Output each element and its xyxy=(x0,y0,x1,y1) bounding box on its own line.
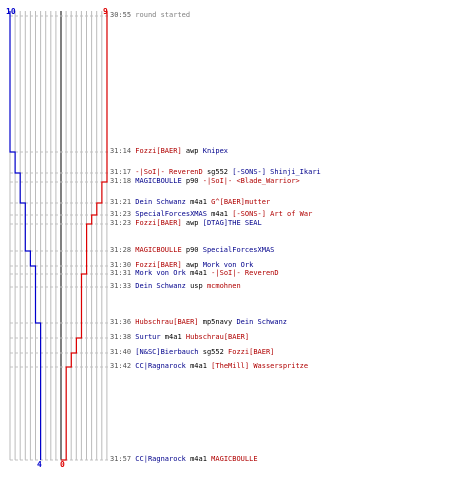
event-row: 31:23 SpecialForcesXMAS m4a1 [-SONS-] Ar… xyxy=(110,210,312,219)
red-end-count: 0 xyxy=(60,460,65,469)
event-weapon: p90 xyxy=(181,177,203,185)
event-player: SpecialForcesXMAS xyxy=(202,246,275,254)
event-time: 31:30 xyxy=(110,261,136,269)
event-row: 31:14 Fozzi[BAER] awp Knipex xyxy=(110,147,228,156)
event-time: 31:42 xyxy=(110,362,136,370)
event-time: 31:36 xyxy=(110,318,136,326)
event-player: mcmohnen xyxy=(206,282,241,290)
event-player: [-SONS-] Art of War xyxy=(232,210,313,218)
event-time: 31:23 xyxy=(110,219,136,227)
event-row: 31:40 [N&SC]Bierbauch sg552 Fozzi[BAER] xyxy=(110,348,274,357)
event-time: 31:38 xyxy=(110,333,136,341)
event-row: 31:36 Hubschrau[BAER] mp5navy Dein Schwa… xyxy=(110,318,287,327)
event-player: CC|Ragnarock xyxy=(135,455,186,463)
event-weapon: awp xyxy=(181,147,203,155)
event-time: 31:18 xyxy=(110,177,136,185)
event-time: 31:57 xyxy=(110,455,136,463)
event-player: Fozzi[BAER] xyxy=(135,261,182,269)
red-start-count: 9 xyxy=(103,7,108,16)
event-row: 30:55 round started xyxy=(110,11,190,20)
event-row: 31:57 CC|Ragnarock m4a1 MAGICBOULLE xyxy=(110,455,258,464)
red-team-line xyxy=(61,11,108,461)
event-time: 31:33 xyxy=(110,282,136,290)
event-player: G^[BAER]mutter xyxy=(211,198,271,206)
event-weapon: m4a1 xyxy=(206,210,233,218)
event-player: Hubschrau[BAER] xyxy=(135,318,199,326)
event-time: 31:28 xyxy=(110,246,136,254)
event-player: Dein Schwanz xyxy=(135,282,186,290)
event-row: 31:18 MAGICBOULLE p90 -|SoI|- <Blade_War… xyxy=(110,177,300,186)
event-player: [TheMill] Wasserspritze xyxy=(211,362,309,370)
event-row: 31:33 Dein Schwanz usp mcmohnen xyxy=(110,282,241,291)
event-weapon: m4a1 xyxy=(185,455,212,463)
event-weapon: usp xyxy=(185,282,207,290)
event-player: Fozzi[BAER] xyxy=(228,348,275,356)
event-time: 30:55 xyxy=(110,11,136,19)
event-player: -|SoI|- ReverenD xyxy=(211,269,279,277)
event-player: MAGICBOULLE xyxy=(135,177,182,185)
event-weapon: awp xyxy=(181,261,203,269)
event-player: -|SoI|- <Blade_Warrior> xyxy=(202,177,300,185)
event-row: 31:23 Fozzi[BAER] awp [DTAG]THE SEAL xyxy=(110,219,262,228)
event-text: round started xyxy=(135,11,191,19)
event-player: Fozzi[BAER] xyxy=(135,219,182,227)
event-row: 31:17 -|SoI|- ReverenD sg552 [-SONS-] Sh… xyxy=(110,168,321,177)
event-time: 31:31 xyxy=(110,269,136,277)
event-row: 31:38 Surtur m4a1 Hubschrau[BAER] xyxy=(110,333,249,342)
event-weapon: sg552 xyxy=(198,348,229,356)
event-player: Fozzi[BAER] xyxy=(135,147,182,155)
event-time: 31:14 xyxy=(110,147,136,155)
blue-start-count: 10 xyxy=(6,7,16,16)
event-player: CC|Ragnarock xyxy=(135,362,186,370)
event-player: SpecialForcesXMAS xyxy=(135,210,207,218)
event-player: [N&SC]Bierbauch xyxy=(135,348,199,356)
event-player: Hubschrau[BAER] xyxy=(185,333,250,341)
event-weapon: awp xyxy=(181,219,203,227)
event-player: [DTAG]THE SEAL xyxy=(202,219,262,227)
event-player: Mork von Ork xyxy=(135,269,186,277)
event-row: 31:28 MAGICBOULLE p90 SpecialForcesXMAS xyxy=(110,246,274,255)
event-player: Dein Schwanz xyxy=(236,318,288,326)
event-weapon: m4a1 xyxy=(185,269,212,277)
blue-end-count: 4 xyxy=(37,460,42,469)
event-time: 31:21 xyxy=(110,198,136,206)
event-player: Mork von Ork xyxy=(202,261,254,269)
event-player: -|SoI|- ReverenD xyxy=(135,168,203,176)
blue-team-line xyxy=(9,11,42,460)
event-weapon: m4a1 xyxy=(185,198,212,206)
event-player: MAGICBOULLE xyxy=(211,455,258,463)
event-weapon: m4a1 xyxy=(185,362,212,370)
event-time: 31:40 xyxy=(110,348,136,356)
event-weapon: mp5navy xyxy=(198,318,237,326)
event-weapon: m4a1 xyxy=(160,333,186,341)
event-row: 31:31 Mork von Ork m4a1 -|SoI|- ReverenD xyxy=(110,269,279,278)
event-time: 31:23 xyxy=(110,210,136,218)
event-row: 31:42 CC|Ragnarock m4a1 [TheMill] Wasser… xyxy=(110,362,308,371)
event-player: Surtur xyxy=(135,333,161,341)
event-player: Knipex xyxy=(202,147,229,155)
event-weapon: p90 xyxy=(181,246,203,254)
event-row: 31:21 Dein Schwanz m4a1 G^[BAER]mutter xyxy=(110,198,270,207)
event-player: MAGICBOULLE xyxy=(135,246,182,254)
event-player: Dein Schwanz xyxy=(135,198,186,206)
event-weapon: sg552 xyxy=(202,168,233,176)
event-time: 31:17 xyxy=(110,168,136,176)
event-row: 31:30 Fozzi[BAER] awp Mork von Ork xyxy=(110,261,253,270)
event-player: [-SONS-] Shinji_Ikari xyxy=(232,168,321,176)
